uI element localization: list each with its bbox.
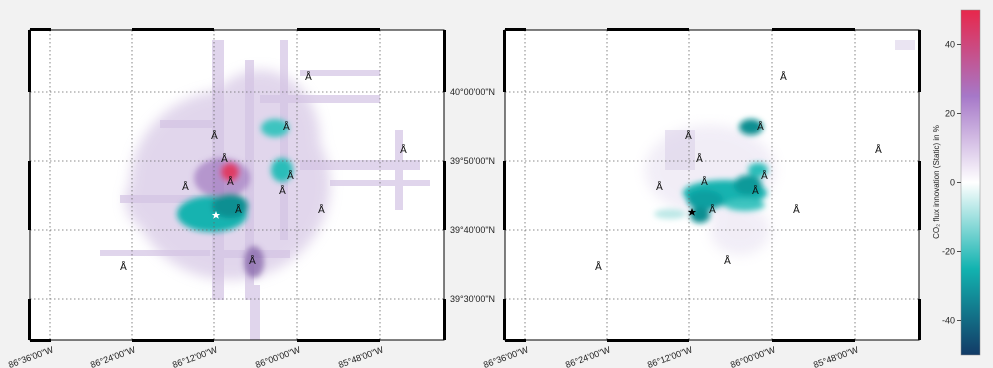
right-map-graticule	[505, 30, 919, 340]
left-map-lon-labels: 86°36'00"W 86°24'00"W 86°12'00"W 86°00'0…	[7, 344, 385, 368]
lon-label: 86°36'00"W	[7, 344, 55, 368]
left-map: Å Å Å Å Å Å Å Å Å Å Å Å Å 40°00'00"N 39°…	[7, 28, 495, 368]
right-map-lon-labels: 86°36'00"W 86°24'00"W 86°12'00"W 86°00'0…	[482, 344, 860, 368]
station-marker: Å	[221, 152, 228, 165]
colorbar-tick-label: 40	[945, 40, 955, 50]
station-marker: Å	[685, 129, 692, 142]
station-marker: Å	[287, 169, 294, 182]
lat-label: 39°40'00"N	[450, 225, 495, 235]
station-marker: Å	[761, 169, 768, 182]
station-marker: Å	[283, 120, 290, 133]
lon-label: 86°24'00"W	[89, 344, 137, 368]
lat-label: 39°50'00"N	[450, 156, 495, 166]
lon-label: 86°00'00"W	[254, 344, 302, 368]
station-marker: Å	[793, 203, 800, 216]
station-marker: Å	[235, 203, 242, 216]
station-marker: Å	[227, 175, 234, 188]
station-marker: Å	[724, 254, 731, 267]
colorbar: 40 20 0 -20 -40 CO₂ flux innovation (Static)…	[932, 9, 981, 356]
reference-star-icon	[687, 208, 697, 216]
station-marker: Å	[249, 254, 256, 267]
station-marker: Å	[757, 120, 764, 133]
lon-label: 86°00'00"W	[729, 344, 777, 368]
right-map-frame	[503, 28, 921, 342]
station-marker: Å	[780, 70, 787, 83]
lon-label: 85°48'00"W	[812, 344, 860, 368]
station-marker: Å	[400, 143, 407, 156]
station-marker: Å	[318, 203, 325, 216]
right-map: Å Å Å Å Å Å Å Å Å Å Å Å Å 86°36'00"W 86°…	[482, 28, 921, 368]
right-map-stations: Å Å Å Å Å Å Å Å Å Å Å Å Å	[595, 70, 882, 273]
right-map-innovation-field	[645, 40, 915, 255]
lat-label: 40°00'00"N	[450, 87, 495, 97]
left-map-frame	[28, 28, 446, 342]
lon-label: 86°12'00"W	[171, 344, 219, 368]
colorbar-tick-label: 20	[945, 109, 955, 119]
station-marker: Å	[211, 129, 218, 142]
lon-label: 85°48'00"W	[337, 344, 385, 368]
lon-label: 86°12'00"W	[646, 344, 694, 368]
station-marker: Å	[120, 260, 127, 273]
station-marker: Å	[875, 143, 882, 156]
colorbar-tick-label: -20	[942, 247, 955, 257]
station-marker: Å	[279, 184, 286, 197]
left-map-graticule	[30, 30, 444, 340]
station-marker: Å	[701, 175, 708, 188]
station-marker: Å	[752, 184, 759, 197]
colorbar-title: CO₂ flux innovation (Static) in %	[932, 125, 941, 239]
colorbar-tick-label: -40	[942, 316, 955, 326]
station-marker: Å	[182, 180, 189, 193]
reference-star-icon	[211, 211, 221, 219]
left-map-lat-labels: 40°00'00"N 39°50'00"N 39°40'00"N 39°30'0…	[450, 87, 495, 304]
lon-label: 86°36'00"W	[482, 344, 530, 368]
left-map-stations: Å Å Å Å Å Å Å Å Å Å Å Å Å	[120, 70, 407, 273]
station-marker: Å	[656, 180, 663, 193]
lon-label: 86°24'00"W	[564, 344, 612, 368]
station-marker: Å	[696, 152, 703, 165]
station-marker: Å	[709, 203, 716, 216]
colorbar-tick-label: 0	[950, 178, 955, 188]
left-map-innovation-field	[100, 40, 430, 340]
colorbar-gradient	[960, 9, 981, 356]
station-marker: Å	[305, 70, 312, 83]
station-marker: Å	[595, 260, 602, 273]
colorbar-ticks: 40 20 0 -20 -40	[942, 40, 961, 326]
lat-label: 39°30'00"N	[450, 294, 495, 304]
